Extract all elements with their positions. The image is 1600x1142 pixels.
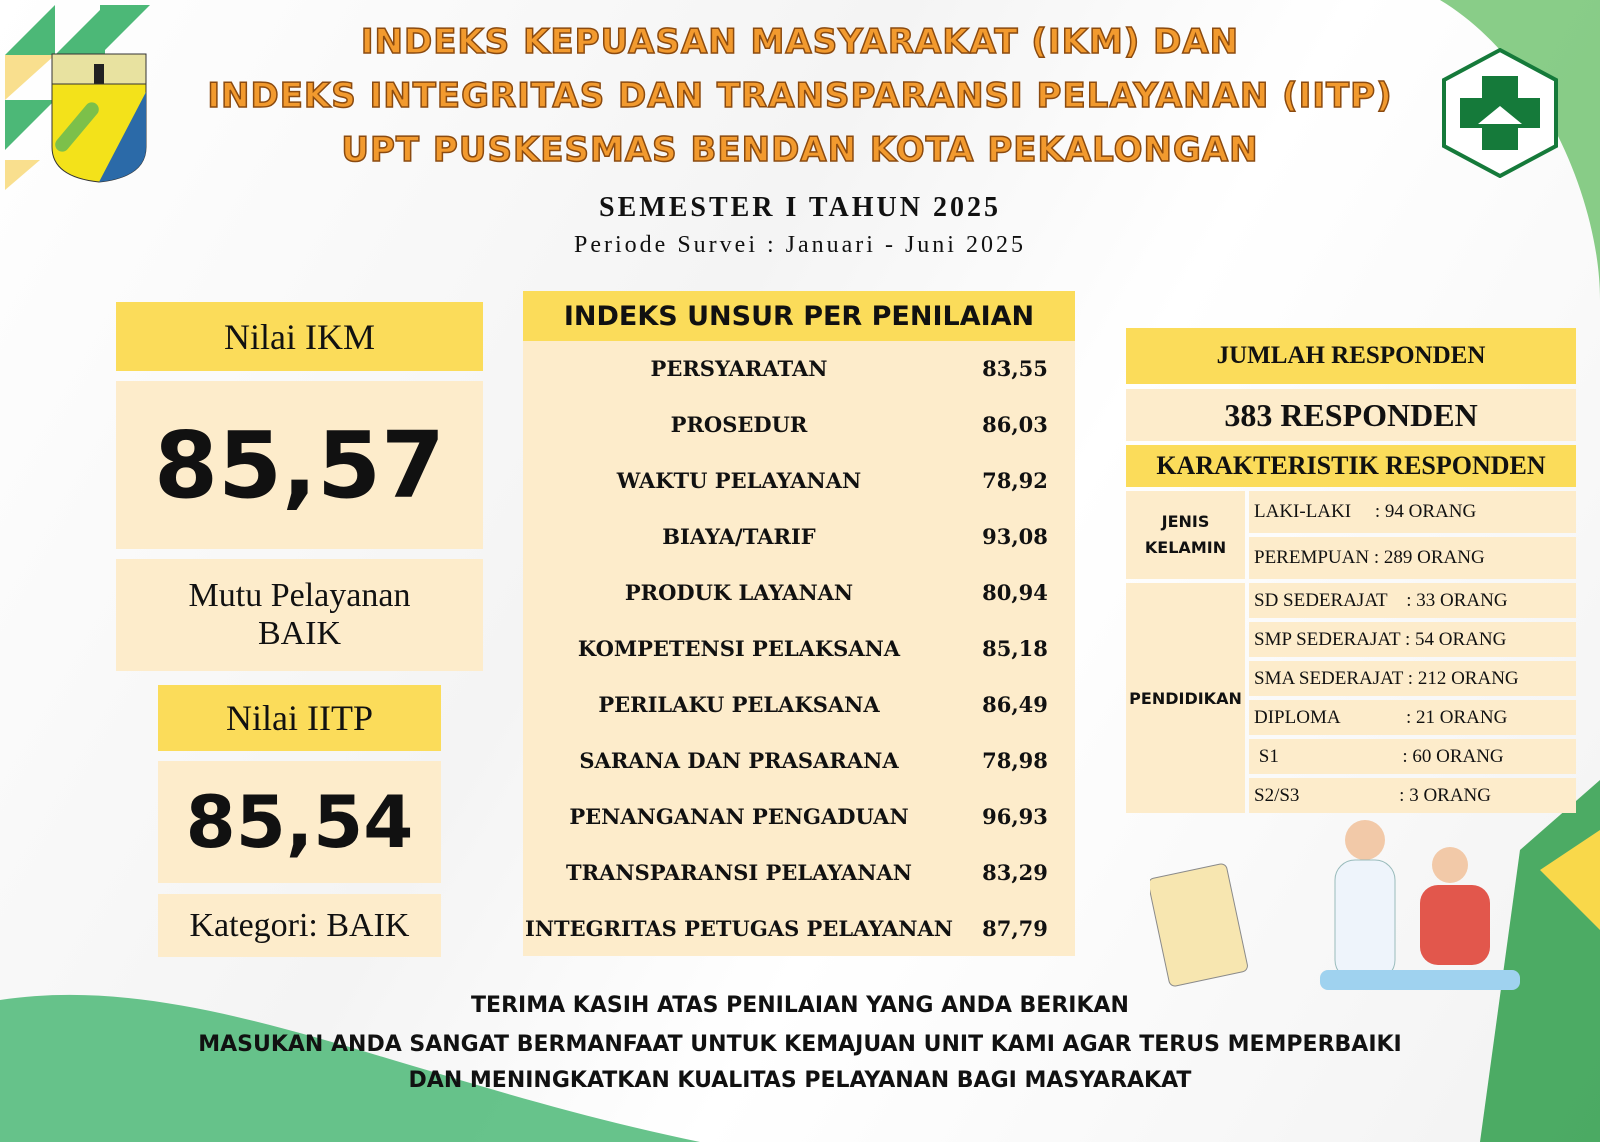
unsur-name: PROSEDUR	[670, 412, 808, 438]
unsur-row: PROSEDUR 86,03	[523, 412, 1075, 437]
karakteristik-title: KARAKTERISTIK RESPONDEN	[1126, 445, 1576, 487]
geometric-pattern-decoration	[5, 5, 150, 190]
green-wave-decoration	[1440, 0, 1600, 1142]
title-line-1: INDEKS KEPUASAN MASYARAKAT (IKM) DAN	[360, 21, 1240, 63]
nilai-iitp-label: Nilai IITP	[158, 685, 441, 751]
footer-line-3: DAN MENINGKATKAN KUALITAS PELAYANAN BAGI…	[408, 1068, 1192, 1093]
unsur-name: BIAYA/TARIF	[662, 524, 816, 550]
unsur-row: INTEGRITAS PETUGAS PELAYANAN 87,79	[523, 916, 1075, 941]
title-line-3: UPT PUSKESMAS BENDAN KOTA PEKALONGAN	[341, 129, 1259, 171]
unsur-name: INTEGRITAS PETUGAS PELAYANAN	[525, 915, 953, 941]
karakteristik-row: SD SEDERAJAT : 33 ORANG	[1249, 583, 1576, 618]
unsur-value: 80,94	[982, 580, 1048, 606]
jumlah-responden-title: JUMLAH RESPONDEN	[1126, 328, 1576, 384]
unsur-name: PERILAKU PELAKSANA	[598, 691, 880, 717]
nilai-ikm-value: 85,57	[116, 381, 483, 549]
unsur-name: WAKTU PELAYANAN	[616, 468, 862, 494]
unsur-row: PRODUK LAYANAN 80,94	[523, 580, 1075, 605]
karakteristik-row: S2/S3 : 3 ORANG	[1249, 778, 1576, 813]
footer-line-2: MASUKAN ANDA SANGAT BERMANFAAT UNTUK KEM…	[198, 1032, 1402, 1057]
unsur-name: SARANA DAN PRASARANA	[579, 747, 899, 773]
footer-line-1: TERIMA KASIH ATAS PENILAIAN YANG ANDA BE…	[471, 993, 1129, 1018]
kategori-iitp: Kategori: BAIK	[158, 894, 441, 957]
karakteristik-row: LAKI-LAKI : 94 ORANG	[1249, 491, 1576, 533]
pekalongan-city-emblem-logo	[51, 53, 147, 183]
unsur-row: SARANA DAN PRASARANA 78,98	[523, 748, 1075, 773]
green-wave-bottom-decoration	[0, 994, 700, 1142]
unsur-name: PRODUK LAYANAN	[624, 580, 854, 606]
unsur-value: 86,49	[982, 691, 1048, 717]
karakteristik-row: S1 : 60 ORANG	[1249, 739, 1576, 774]
mutu-pelayanan-value: BAIK	[257, 615, 342, 652]
pendidikan-label: PENDIDIKAN	[1126, 583, 1245, 813]
unsur-row: PENANGANAN PENGADUAN 96,93	[523, 804, 1075, 829]
mutu-pelayanan-label: Mutu Pelayanan	[188, 577, 411, 614]
jenis-kelamin-label: JENIS KELAMIN	[1126, 491, 1245, 579]
karakteristik-row: SMA SEDERAJAT : 212 ORANG	[1249, 661, 1576, 696]
unsur-value: 87,79	[982, 915, 1048, 941]
unsur-row: PERSYARATAN 83,55	[523, 356, 1075, 381]
unsur-value: 85,18	[982, 635, 1048, 661]
mutu-pelayanan: Mutu Pelayanan BAIK	[116, 559, 483, 671]
unsur-row: TRANSPARANSI PELAYANAN 83,29	[523, 860, 1075, 885]
unsur-value: 78,98	[982, 747, 1048, 773]
jumlah-responden-total: 383 RESPONDEN	[1126, 389, 1576, 441]
unsur-name: PERSYARATAN	[650, 356, 828, 382]
unsur-value: 86,03	[982, 412, 1048, 438]
unsur-value: 93,08	[982, 524, 1048, 550]
unsur-row: BIAYA/TARIF 93,08	[523, 524, 1075, 549]
doctor-patient-illustration	[1150, 820, 1520, 990]
semester-label: SEMESTER I TAHUN 2025	[599, 192, 1001, 223]
nilai-ikm-label: Nilai IKM	[116, 302, 483, 371]
unsur-value: 96,93	[982, 803, 1048, 829]
periode-survei: Periode Survei : Januari - Juni 2025	[574, 232, 1026, 258]
unsur-value: 83,55	[982, 356, 1048, 382]
unsur-name: TRANSPARANSI PELAYANAN	[566, 859, 912, 885]
puskesmas-logo	[1442, 48, 1558, 178]
unsur-name: KOMPETENSI PELAKSANA	[577, 635, 901, 661]
unsur-row: WAKTU PELAYANAN 78,92	[523, 468, 1075, 493]
unsur-row: KOMPETENSI PELAKSANA 85,18	[523, 636, 1075, 661]
nilai-iitp-value: 85,54	[158, 761, 441, 883]
title-line-2: INDEKS INTEGRITAS DAN TRANSPARANSI PELAY…	[207, 75, 1393, 117]
unsur-row: PERILAKU PELAKSANA 86,49	[523, 692, 1075, 717]
unsur-value: 78,92	[982, 468, 1048, 494]
karakteristik-row: PEREMPUAN : 289 ORANG	[1249, 537, 1576, 579]
unsur-name: PENANGANAN PENGADUAN	[569, 803, 909, 829]
unsur-table: PERSYARATAN 83,55 PROSEDUR 86,03 WAKTU PELAY…	[523, 341, 1075, 956]
karakteristik-row: DIPLOMA : 21 ORANG	[1249, 700, 1576, 735]
karakteristik-row: SMP SEDERAJAT : 54 ORANG	[1249, 622, 1576, 657]
unsur-table-title: INDEKS UNSUR PER PENILAIAN	[523, 291, 1075, 341]
unsur-value: 83,29	[982, 859, 1048, 885]
